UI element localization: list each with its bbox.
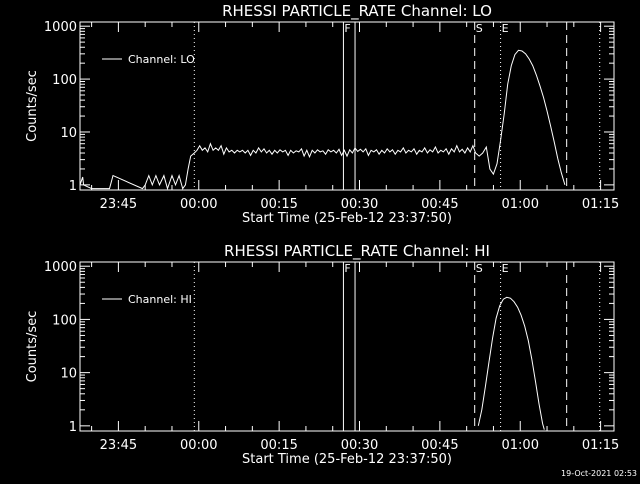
x-tick-label: 00:45 — [421, 438, 458, 453]
event-marker-label: S — [476, 262, 483, 275]
y-axis-label: Counts/sec — [25, 70, 40, 142]
x-tick-label: 01:15 — [582, 197, 619, 212]
x-tick-label: 01:15 — [582, 438, 619, 453]
x-tick-label: 00:15 — [260, 438, 297, 453]
y-tick-label: 10 — [60, 126, 77, 141]
event-marker-label: S — [476, 22, 483, 35]
event-marker-label: F — [344, 262, 350, 275]
y-tick-label: 10 — [60, 367, 77, 382]
x-tick-label: 23:45 — [100, 197, 137, 212]
event-marker-label: E — [502, 22, 509, 35]
y-tick-label: 1 — [69, 179, 77, 194]
x-axis-label: Start Time (25-Feb-12 23:37:50) — [242, 211, 452, 226]
x-axis-label: Start Time (25-Feb-12 23:37:50) — [242, 452, 452, 467]
y-tick-label: 1 — [69, 420, 77, 435]
series-line — [79, 49, 566, 191]
x-tick-label: 00:00 — [180, 438, 217, 453]
x-tick-label: 00:30 — [341, 197, 378, 212]
x-tick-label: 00:45 — [421, 197, 458, 212]
event-marker-label: F — [344, 22, 350, 35]
panel-lo: RHESSI PARTICLE_RATE Channel: LO 1 10 100 10… — [25, 2, 619, 226]
x-tick-label: 01:00 — [502, 438, 539, 453]
x-tick-label: 00:15 — [260, 197, 297, 212]
footer-timestamp: 19-Oct-2021 02:53 — [561, 469, 637, 478]
panel-hi: RHESSI PARTICLE_RATE Channel: HI 1 10 100 10… — [25, 242, 619, 467]
y-tick-label: 1000 — [44, 260, 77, 275]
chart-title: RHESSI PARTICLE_RATE Channel: LO — [222, 2, 492, 21]
y-tick-label: 100 — [52, 73, 77, 88]
x-tick-label: 00:30 — [341, 438, 378, 453]
y-tick-label: 100 — [52, 313, 77, 328]
x-tick-label: 01:00 — [502, 197, 539, 212]
y-tick-label: 1000 — [44, 20, 77, 35]
event-marker-label: E — [502, 262, 509, 275]
series-line — [477, 296, 545, 430]
chart-title: RHESSI PARTICLE_RATE Channel: HI — [224, 242, 490, 261]
x-tick-label: 00:00 — [180, 197, 217, 212]
y-axis-label: Counts/sec — [25, 311, 40, 383]
legend-label: Channel: HI — [128, 293, 192, 306]
x-tick-label: 23:45 — [100, 438, 137, 453]
legend-label: Channel: LO — [128, 53, 195, 66]
plot-frame — [79, 261, 615, 432]
plot-frame — [79, 21, 615, 191]
